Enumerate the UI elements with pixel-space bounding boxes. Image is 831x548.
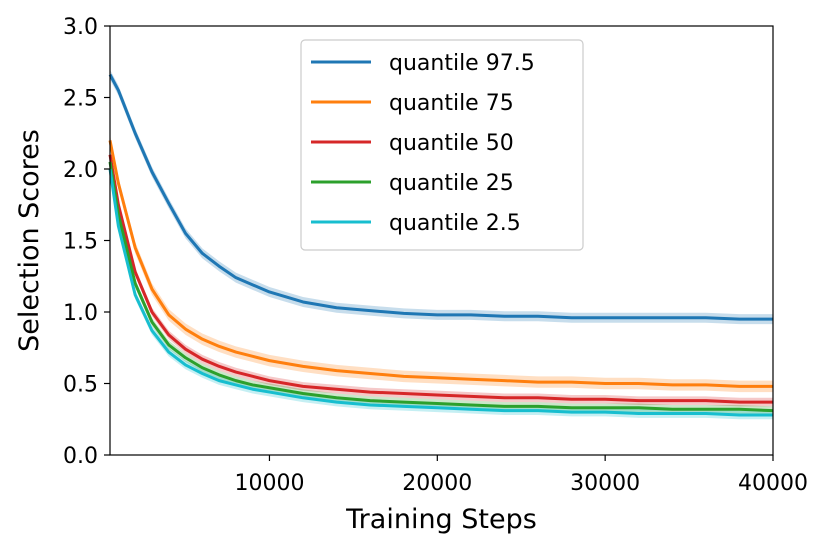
series-line-0	[108, 73, 773, 321]
series-line-1	[108, 140, 773, 388]
x-tick-label: 40000	[738, 471, 808, 496]
y-tick-label: 3.0	[63, 15, 98, 40]
legend-label: quantile 25	[389, 171, 514, 196]
y-tick-label: 0.5	[63, 373, 98, 398]
y-tick-label: 2.5	[63, 87, 98, 112]
y-tick-label: 1.0	[63, 301, 98, 326]
x-tick-label: 10000	[234, 471, 304, 496]
series-line-2	[108, 154, 773, 404]
legend-box	[300, 39, 584, 251]
legend-label: quantile 50	[389, 131, 514, 156]
legend-label: quantile 75	[389, 91, 514, 116]
y-tick-label: 1.5	[63, 230, 98, 255]
x-tick-label: 30000	[570, 471, 640, 496]
legend-label: quantile 2.5	[389, 211, 521, 236]
y-axis-ticks: 0.0 0.5 1.0 1.5 2.0 2.5 3.0	[63, 15, 110, 469]
x-axis-ticks: 10000 20000 30000 40000	[234, 455, 808, 496]
y-tick-label: 0.0	[63, 444, 98, 469]
y-tick-label: 2.0	[63, 158, 98, 183]
series-line-4	[108, 168, 773, 417]
y-axis-label: Selection Scores	[14, 129, 45, 352]
x-tick-label: 20000	[402, 471, 472, 496]
series-line-3	[108, 161, 774, 413]
x-axis-label: Training Steps	[345, 504, 537, 535]
legend-label: quantile 97.5	[389, 51, 535, 76]
series-lines	[108, 73, 774, 417]
legend: quantile 97.5 quantile 75 quantile 50 quant…	[300, 39, 584, 251]
